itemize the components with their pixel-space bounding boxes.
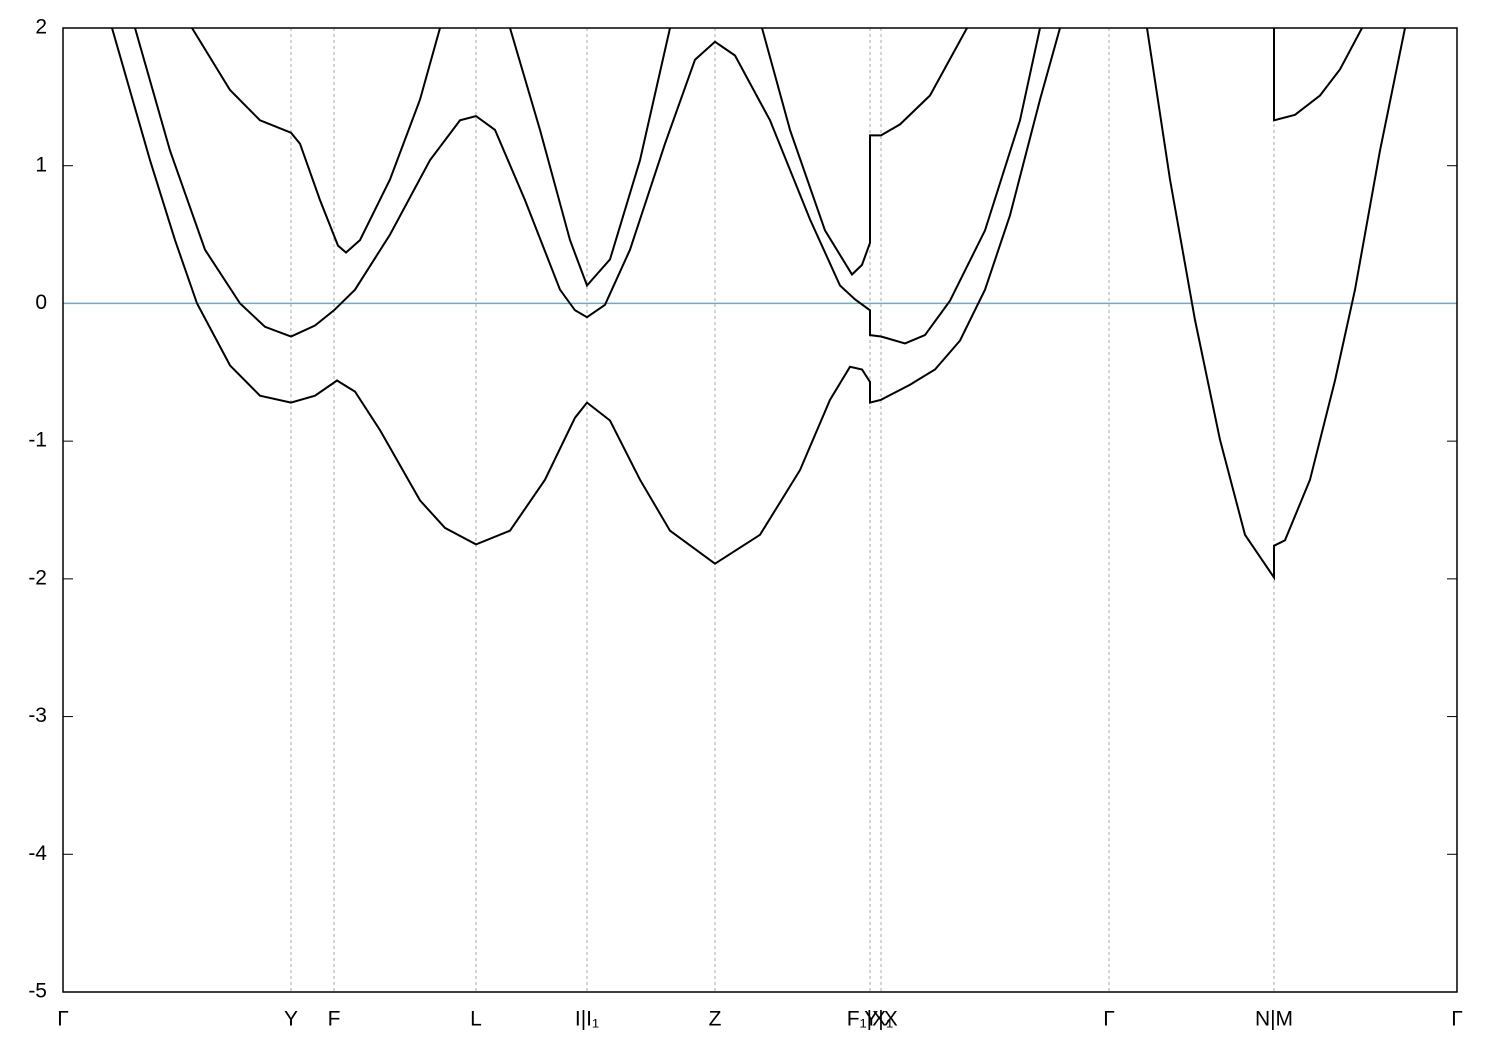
plot-frame (62, 27, 1458, 993)
x-tick-label: Γ (57, 1008, 69, 1031)
x-tick-label: Y|X (864, 1008, 897, 1031)
y-tick-label: 2 (35, 16, 47, 39)
x-tick-label: F (328, 1008, 341, 1031)
x-tick-label: Γ (1451, 1008, 1463, 1031)
band-line (191, 28, 968, 288)
x-tick-label: Z (709, 1008, 722, 1031)
y-tick-label: 1 (35, 153, 47, 176)
y-tick-label: -3 (28, 704, 47, 727)
band-line (134, 28, 1041, 345)
x-tick-label: Y (284, 1008, 298, 1031)
x-tick-label: I|I₁ (575, 1008, 599, 1031)
y-tick-label: -1 (28, 429, 47, 452)
x-tick-label: L (470, 1008, 482, 1031)
band-line (111, 28, 1061, 565)
x-tick-label: N|M (1255, 1008, 1293, 1031)
x-tick-label: F₁|X₁ (847, 1008, 893, 1031)
y-tick-label: -2 (28, 566, 47, 589)
x-tick-label: Γ (1103, 1008, 1115, 1031)
band-line (1273, 28, 1363, 122)
y-tick-label: -5 (28, 980, 47, 1003)
band-line (1146, 28, 1406, 581)
y-tick-label: -4 (28, 842, 47, 865)
y-tick-label: 0 (35, 291, 47, 314)
